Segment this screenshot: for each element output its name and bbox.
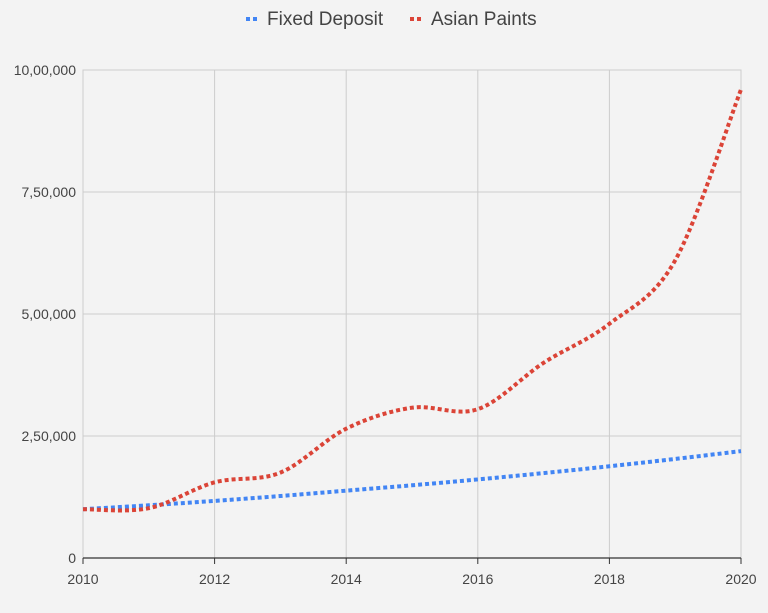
y-tick-label: 10,00,000	[14, 62, 76, 78]
data-point	[278, 471, 282, 475]
data-point	[673, 258, 677, 262]
series-asian-paints	[81, 88, 743, 513]
x-tick-label: 2018	[594, 571, 625, 587]
data-point	[344, 489, 348, 493]
series-line	[82, 88, 743, 513]
x-tick-label: 2012	[199, 571, 230, 587]
data-point	[607, 464, 611, 468]
y-tick-label: 7,50,000	[22, 184, 77, 200]
data-point	[410, 406, 414, 410]
data-point	[542, 361, 546, 365]
x-tick-label: 2014	[331, 571, 362, 587]
y-tick-label: 2,50,000	[22, 428, 77, 444]
legend-item: Asian Paints	[410, 9, 537, 30]
x-tick-label: 2016	[462, 571, 493, 587]
data-point	[739, 88, 743, 92]
data-point	[739, 449, 743, 453]
series-fixed-deposit	[82, 449, 743, 512]
data-point	[673, 457, 677, 461]
data-point	[81, 507, 85, 511]
y-tick-label: 5,00,000	[22, 306, 77, 322]
x-tick-label: 2010	[67, 571, 98, 587]
legend: Fixed Deposit Asian Paints	[246, 9, 537, 30]
series-line	[82, 449, 742, 512]
legend-label: Asian Paints	[431, 9, 537, 30]
legend-item: Fixed Deposit	[246, 9, 384, 30]
legend-label: Fixed Deposit	[267, 9, 384, 30]
data-point	[344, 427, 348, 431]
data-point	[147, 506, 151, 510]
data-point	[278, 494, 282, 498]
data-point	[607, 322, 611, 326]
data-point	[410, 483, 414, 487]
data-point	[476, 407, 480, 411]
x-tick-label: 2020	[725, 571, 756, 587]
y-tick-label: 0	[68, 550, 76, 566]
data-point	[476, 477, 480, 481]
data-point	[213, 480, 217, 484]
data-point	[213, 499, 217, 503]
data-point	[542, 471, 546, 475]
